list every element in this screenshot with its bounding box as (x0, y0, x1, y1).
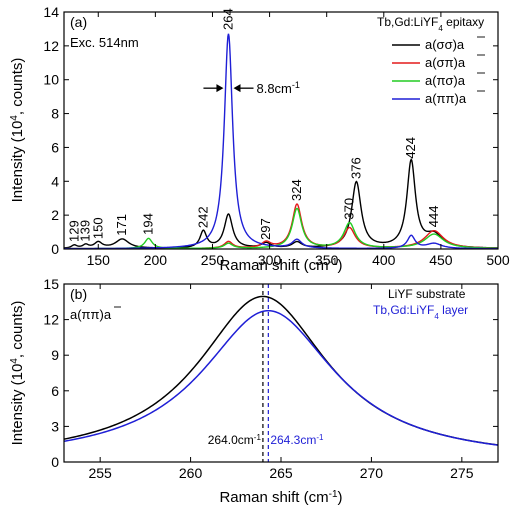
peak-label-324: 324 (289, 179, 304, 201)
peak-label-242: 242 (195, 206, 210, 228)
peak-label-370: 370 (342, 198, 357, 220)
peak-label-444: 444 (426, 206, 441, 228)
polarization-label: a(ππ)a (70, 307, 112, 322)
panel-a-ytick-label-6: 12 (43, 38, 59, 54)
peak-label-424: 424 (403, 137, 418, 159)
panel-a-xtick-label-5: 400 (372, 252, 396, 268)
panel-a-ytick-label-4: 8 (51, 106, 59, 122)
panel-b-markers: 264.0cm-1 264.3cm-1 (208, 284, 324, 462)
fwhm-label: 8.8cm-1 (256, 80, 299, 96)
panel-a-xtick-label-4: 350 (315, 252, 339, 268)
peak-label-150: 150 (90, 217, 105, 239)
panel-b-ytick-label-4: 12 (43, 312, 59, 328)
peak-marker-label-1: 264.3cm-1 (270, 433, 324, 448)
panel-a-plot-frame (63, 11, 499, 250)
panel-b-ticks: 255 260 265 270 275 0 3 6 9 12 15 (43, 276, 498, 481)
panel-b-xlabel: Raman shift (cm-1) (219, 489, 342, 507)
panel-a-ytick-label-5: 10 (43, 72, 59, 88)
fwhm-unit-sup: -1 (292, 80, 300, 90)
panel-a-legend: Tb,Gd:LiYF4 epitaxy a(σσ)a a(σπ)a a(πσ)a… (377, 15, 485, 106)
legend-entry-pp: a(ππ)a (392, 90, 485, 106)
legend-entry-sp: a(σπ)a (392, 54, 485, 70)
legend-label-ps: a(πσ)a (425, 73, 466, 88)
legend-label-pp: a(ππ)a (425, 91, 467, 106)
panel-a-xtick-label-6: 450 (429, 252, 453, 268)
panel-b-ytick-label-1: 3 (51, 418, 59, 434)
panel-b-legend: LiYF substrate Tb,Gd:LiYF4 layer (373, 287, 468, 321)
panel-a-xtick-label-0: 150 (87, 252, 111, 268)
panel-a-ticks: 150 200 250 300 350 400 450 500 0 2 4 6 8 10 12 14 (43, 4, 509, 268)
panel-b-ytick-label-3: 9 (51, 347, 59, 363)
panel-a-ylabel: Intensity (104, counts) (9, 58, 27, 203)
panel-a-xlabel: Raman shift (cm-1) (219, 257, 342, 275)
panel-b-xtick-label-3: 270 (360, 465, 384, 481)
panel-b-xtick-label-0: 255 (88, 465, 112, 481)
legend-title: Tb,Gd:LiYF4 epitaxy (377, 15, 484, 33)
panel-b-series (63, 295, 499, 446)
peak-label-139: 139 (78, 220, 93, 242)
panel-b-ytick-label-5: 15 (43, 276, 59, 292)
fwhm-arrowhead-right (233, 84, 241, 93)
legend-entry-ps: a(πσ)a (392, 72, 485, 88)
legend-entry-ss: a(σσ)a (392, 36, 485, 52)
fwhm-arrowhead-left (216, 84, 224, 93)
panel-b-xtick-label-1: 260 (179, 465, 203, 481)
peak-label-194: 194 (141, 213, 156, 235)
panel-b-xtick-label-2: 265 (269, 465, 293, 481)
peak-label-264: 264 (220, 8, 235, 30)
panel-a-series-line-2 (64, 207, 499, 250)
excitation-annotation: Exc. 514nm (70, 35, 139, 50)
panel-a-series-line-3 (64, 33, 498, 250)
peak-label-376: 376 (348, 157, 363, 179)
panel-a-ytick-label-0: 0 (51, 241, 59, 257)
fwhm-value: 8.8cm (256, 81, 291, 96)
panel-a-ytick-label-3: 6 (51, 139, 59, 155)
panel-b-ylabel: Intensity (104, counts) (9, 301, 27, 446)
panel-a-xtick-label-3: 300 (258, 252, 282, 268)
panel-a-xtick-label-2: 250 (201, 252, 225, 268)
panel-a-xtick-label-7: 500 (486, 252, 510, 268)
panel-b-xtick-label-4: 275 (450, 465, 474, 481)
panel-b-chart: 264.0cm-1 264.3cm-1 255 260 265 270 275 0 3 6 9 12… (9, 276, 499, 506)
legend-layer: Tb,Gd:LiYF4 layer (373, 303, 468, 321)
peak-label-297: 297 (258, 218, 273, 240)
peak-marker-label-0: 264.0cm-1 (208, 433, 262, 448)
panel-b-ytick-label-0: 0 (51, 454, 59, 470)
fwhm-annotation: 8.8cm-1 (203, 80, 300, 96)
panel-a-label: (a) (70, 14, 87, 30)
panel-b-label: (b) (70, 286, 87, 302)
legend-substrate: LiYF substrate (388, 287, 466, 301)
panel-a-ytick-label-1: 2 (51, 207, 59, 223)
legend-label-ss: a(σσ)a (425, 37, 465, 52)
panel-a-ytick-label-7: 14 (43, 4, 59, 20)
peak-label-171: 171 (114, 214, 129, 236)
legend-label-sp: a(σπ)a (425, 55, 466, 70)
peak-label-129: 129 (66, 220, 81, 242)
panel-b-series-line-1 (63, 309, 499, 446)
panel-a-ytick-label-2: 4 (51, 173, 59, 189)
panel-a-xtick-label-1: 200 (144, 252, 168, 268)
panel-b-ytick-label-2: 6 (51, 383, 59, 399)
